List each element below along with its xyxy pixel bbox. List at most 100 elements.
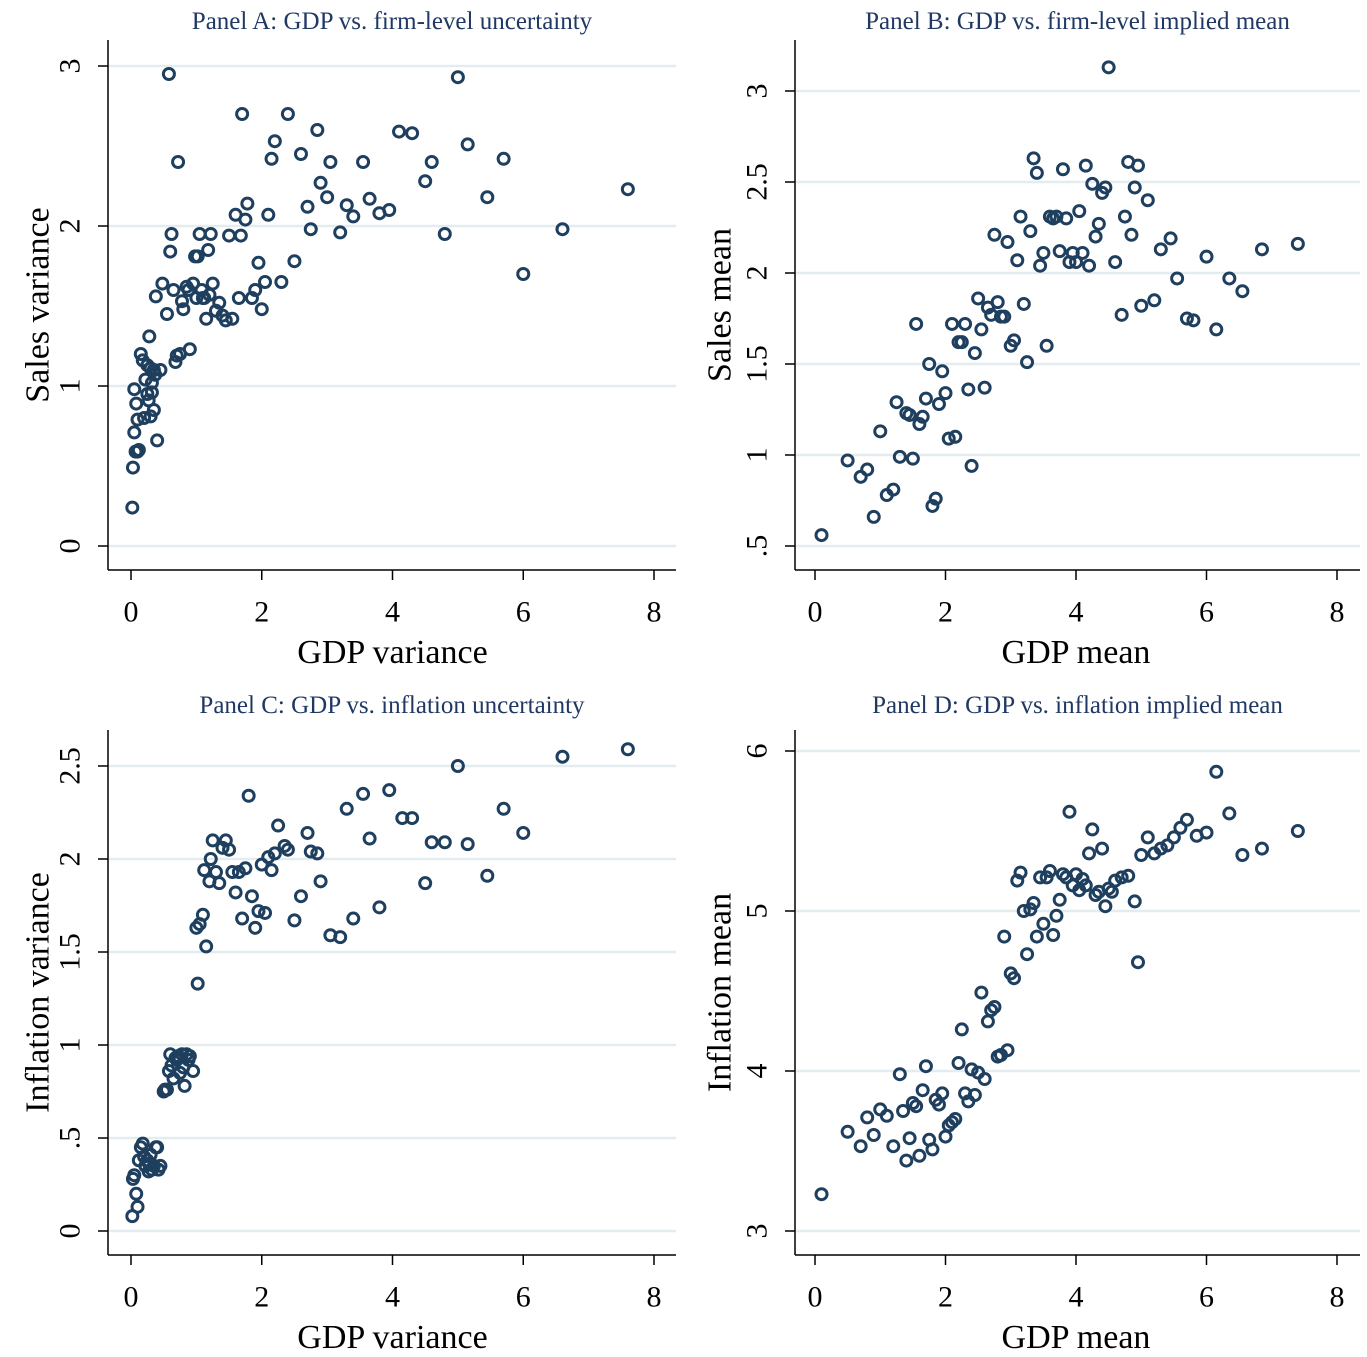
data-point <box>977 380 992 395</box>
data-point <box>293 147 308 161</box>
data-point <box>127 1168 142 1183</box>
panel-a: Panel A: GDP vs. firm-level uncertainty 0… <box>20 8 676 671</box>
data-point <box>186 1064 201 1079</box>
data-point <box>990 295 1005 310</box>
data-point <box>199 311 214 326</box>
data-point <box>902 1131 917 1146</box>
data-point <box>984 1003 999 1018</box>
data-point <box>892 1067 907 1082</box>
data-point <box>1010 873 1025 888</box>
x-tick-label: 4 <box>1069 596 1084 629</box>
data-point <box>1290 824 1305 838</box>
data-point <box>251 255 266 270</box>
data-point <box>1036 245 1051 260</box>
data-point <box>915 409 930 424</box>
data-point <box>1127 180 1142 195</box>
x-tick-label: 8 <box>647 1281 662 1314</box>
data-point <box>1114 307 1129 322</box>
data-point <box>1026 151 1041 166</box>
data-point <box>153 363 168 377</box>
data-point <box>186 276 201 291</box>
data-point <box>339 198 354 213</box>
panel-d: Panel D: GDP vs. inflation implied mean 3… <box>702 692 1360 1356</box>
x-tick-label: 2 <box>254 1281 269 1314</box>
data-point <box>150 433 165 448</box>
data-point <box>1007 971 1022 986</box>
data-point <box>205 833 220 848</box>
data-point <box>171 155 186 169</box>
data-point <box>1023 224 1038 239</box>
data-point <box>159 307 174 321</box>
x-tick-label: 0 <box>808 596 823 629</box>
data-point <box>254 302 269 317</box>
data-point <box>909 316 924 331</box>
data-point <box>496 151 511 166</box>
data-point <box>1098 899 1113 914</box>
data-point <box>130 1199 145 1214</box>
y-tick-label: 4 <box>741 1064 774 1079</box>
data-point <box>860 462 875 477</box>
data-point <box>135 1136 150 1151</box>
y-tick-label: 1.5 <box>741 345 774 383</box>
data-point <box>1082 258 1097 273</box>
data-point <box>382 783 397 798</box>
data-point <box>287 913 302 928</box>
data-point <box>905 451 920 466</box>
data-point <box>1254 841 1269 856</box>
y-tick-label: 1.5 <box>54 933 87 971</box>
data-point <box>1039 338 1054 353</box>
data-point <box>372 900 387 915</box>
data-point <box>155 276 170 291</box>
data-point <box>418 174 433 189</box>
data-point <box>258 905 273 920</box>
data-point <box>905 1096 920 1110</box>
data-point <box>974 322 989 337</box>
data-point <box>153 1158 168 1173</box>
data-point <box>1166 830 1181 845</box>
y-tick-label: 0 <box>54 1224 87 1239</box>
data-point <box>437 835 452 850</box>
data-point <box>182 342 197 357</box>
data-point <box>1101 60 1116 75</box>
y-tick-label: 2.5 <box>741 163 774 201</box>
data-point <box>280 107 295 121</box>
data-point <box>1085 176 1100 191</box>
data-point <box>203 227 218 241</box>
data-point <box>1046 928 1061 942</box>
x-tick-label: 6 <box>516 596 531 629</box>
data-point <box>938 386 953 401</box>
x-tick-label: 2 <box>938 1281 953 1314</box>
data-point <box>418 876 433 891</box>
data-point <box>1140 830 1155 845</box>
data-point <box>248 920 263 935</box>
data-point <box>1179 812 1194 827</box>
data-point <box>814 528 829 543</box>
data-point <box>1117 209 1132 224</box>
data-point <box>945 316 960 331</box>
data-point <box>323 155 338 169</box>
x-axis-title: GDP variance <box>297 1319 487 1356</box>
x-tick-label: 8 <box>1330 1281 1345 1314</box>
data-point <box>987 227 1002 242</box>
data-point <box>339 801 354 816</box>
data-point <box>222 842 237 857</box>
x-tick-label: 6 <box>1199 1281 1214 1314</box>
data-point <box>215 840 230 855</box>
data-point <box>195 907 210 922</box>
data-point <box>480 190 495 205</box>
data-point <box>1059 211 1074 226</box>
data-point <box>313 874 328 889</box>
data-point <box>251 904 266 919</box>
data-point <box>866 1128 881 1142</box>
data-point <box>1127 894 1142 909</box>
y-tick-label: 3 <box>54 59 87 74</box>
data-point <box>928 491 943 506</box>
data-point <box>228 885 243 900</box>
data-point <box>142 329 157 344</box>
data-point <box>496 801 511 816</box>
data-point <box>218 313 233 328</box>
data-point <box>516 825 531 840</box>
data-point <box>954 335 969 350</box>
y-tick-label: .5 <box>54 1127 87 1150</box>
data-point <box>1033 870 1048 885</box>
